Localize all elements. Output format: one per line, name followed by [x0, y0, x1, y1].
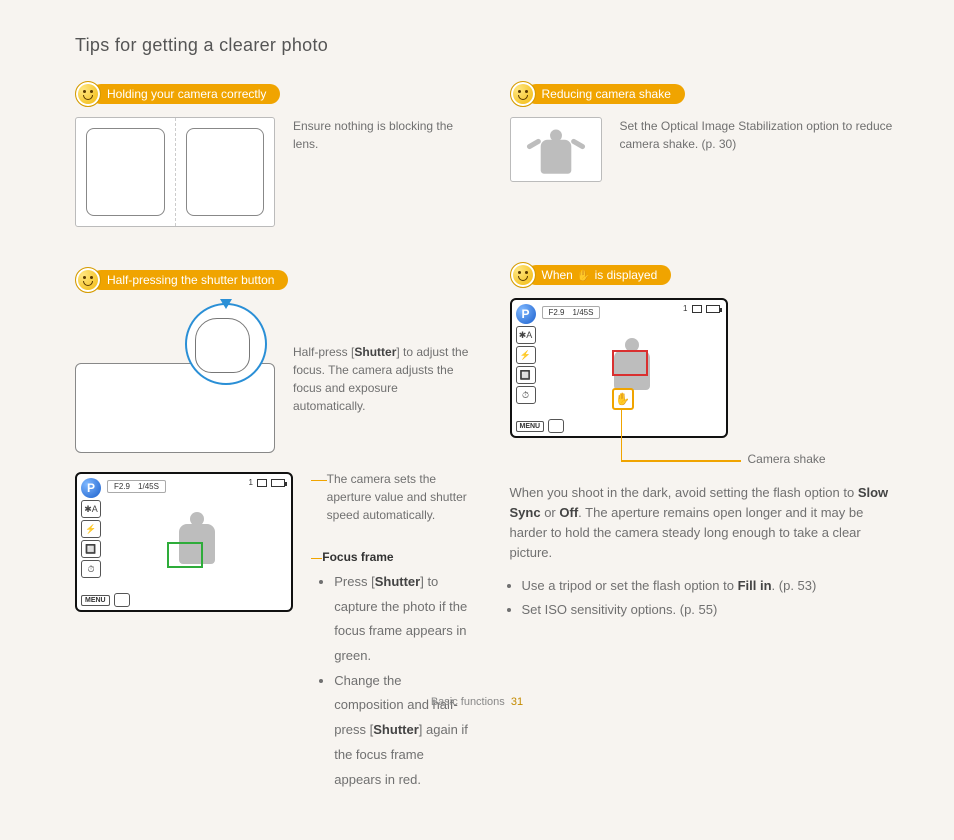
section-reduce: Reducing camera shake Set the Optical Im…: [510, 81, 905, 182]
txt: Press [: [334, 574, 374, 589]
auto-text: The camera sets the aperture value and s…: [327, 470, 470, 524]
lcd-screen-green: P ✱A ⚡ 🔲 ⏱ F2.9 1/45S 1: [75, 472, 293, 612]
footer-page: 31: [511, 696, 523, 708]
camera-shake-icon: ✋: [612, 388, 634, 410]
menu-label: MENU: [81, 595, 110, 606]
subject-silhouette: [597, 330, 667, 430]
txt: When: [542, 268, 573, 282]
focus-frame-red: [612, 350, 648, 376]
lcd-icon: ✱A: [81, 500, 101, 518]
txt-bold: Off: [559, 505, 578, 520]
mode-p-icon: P: [516, 304, 536, 324]
smiley-icon: [75, 267, 101, 293]
lcd-icon: 🔲: [81, 540, 101, 558]
lcd-aperture: F2.9: [114, 482, 130, 491]
lcd-shutter: 1/45S: [138, 482, 159, 491]
page-footer: Basic functions 31: [0, 696, 954, 708]
lcd-icon: ✱A: [516, 326, 536, 344]
lcd-icon: ⚡: [516, 346, 536, 364]
txt: Use a tripod or set the flash option to: [522, 578, 738, 593]
illus-reduce-shake: [510, 117, 602, 182]
lcd-icon: ⚡: [81, 520, 101, 538]
callout-camera-shake: Camera shake: [748, 452, 826, 466]
battery-icon: [271, 479, 285, 487]
focus-frame-green: [167, 542, 203, 568]
battery-icon: [706, 305, 720, 313]
lcd-icon: ⏱: [516, 386, 536, 404]
txt-bold: Shutter: [354, 345, 396, 359]
smiley-icon: [510, 262, 536, 288]
pill-reduce: Reducing camera shake: [526, 84, 685, 104]
mode-p-icon: P: [81, 478, 101, 498]
hand-shake-icon: ✋: [577, 269, 591, 282]
txt: Half-press [: [293, 345, 354, 359]
lcd-aperture: F2.9: [549, 308, 565, 317]
pill-halfpress: Half-pressing the shutter button: [91, 270, 288, 290]
txt-bold: Fill in: [738, 578, 772, 593]
txt: is displayed: [595, 268, 658, 282]
focus-bullet: Press [Shutter] to capture the photo if …: [334, 570, 469, 669]
pill-holding: Holding your camera correctly: [91, 84, 280, 104]
connector-icon: [311, 480, 327, 481]
when-bullet: Use a tripod or set the flash option to …: [522, 574, 905, 599]
illus-half-press: [75, 303, 275, 458]
section-halfpress: Half-pressing the shutter button Half-pr…: [75, 267, 470, 792]
smiley-icon: [510, 81, 536, 107]
lcd-icon: 🔲: [516, 366, 536, 384]
lcd-shutter: 1/45S: [573, 308, 594, 317]
pill-when: When ✋ is displayed: [526, 265, 672, 285]
when-para: When you shoot in the dark, avoid settin…: [510, 483, 905, 564]
connector-icon: [311, 558, 322, 559]
txt: When you shoot in the dark, avoid settin…: [510, 485, 858, 500]
menu-label: MENU: [516, 421, 545, 432]
lcd-count: 1: [249, 478, 253, 487]
holding-text: Ensure nothing is blocking the lens.: [293, 117, 470, 153]
txt-bold: Shutter: [375, 574, 421, 589]
page-title: Tips for getting a clearer photo: [75, 35, 904, 56]
reduce-text: Set the Optical Image Stabilization opti…: [620, 117, 905, 153]
lcd-icon: [114, 593, 130, 607]
lcd-screen-red: P ✱A ⚡ 🔲 ⏱ F2.9 1/45S 1: [510, 298, 728, 438]
halfpress-desc: Half-press [Shutter] to adjust the focus…: [293, 303, 470, 415]
arrow-down-icon: [220, 299, 232, 309]
lcd-count: 1: [683, 304, 687, 313]
txt: or: [541, 505, 560, 520]
illus-holding-camera: [75, 117, 275, 227]
section-when-displayed: When ✋ is displayed P ✱A ⚡ 🔲 ⏱: [510, 262, 905, 623]
when-bullet: Set ISO sensitivity options. (p. 55): [522, 598, 905, 623]
section-holding: Holding your camera correctly Ensure not…: [75, 81, 470, 227]
txt-bold: Shutter: [373, 722, 419, 737]
lcd-icon: [548, 419, 564, 433]
focus-bullet: Change the composition and half-press [S…: [334, 669, 469, 792]
txt: . (p. 53): [772, 578, 817, 593]
smiley-icon: [75, 81, 101, 107]
focus-title: Focus frame: [322, 548, 469, 566]
footer-section: Basic functions: [431, 696, 505, 708]
lcd-icon: ⏱: [81, 560, 101, 578]
